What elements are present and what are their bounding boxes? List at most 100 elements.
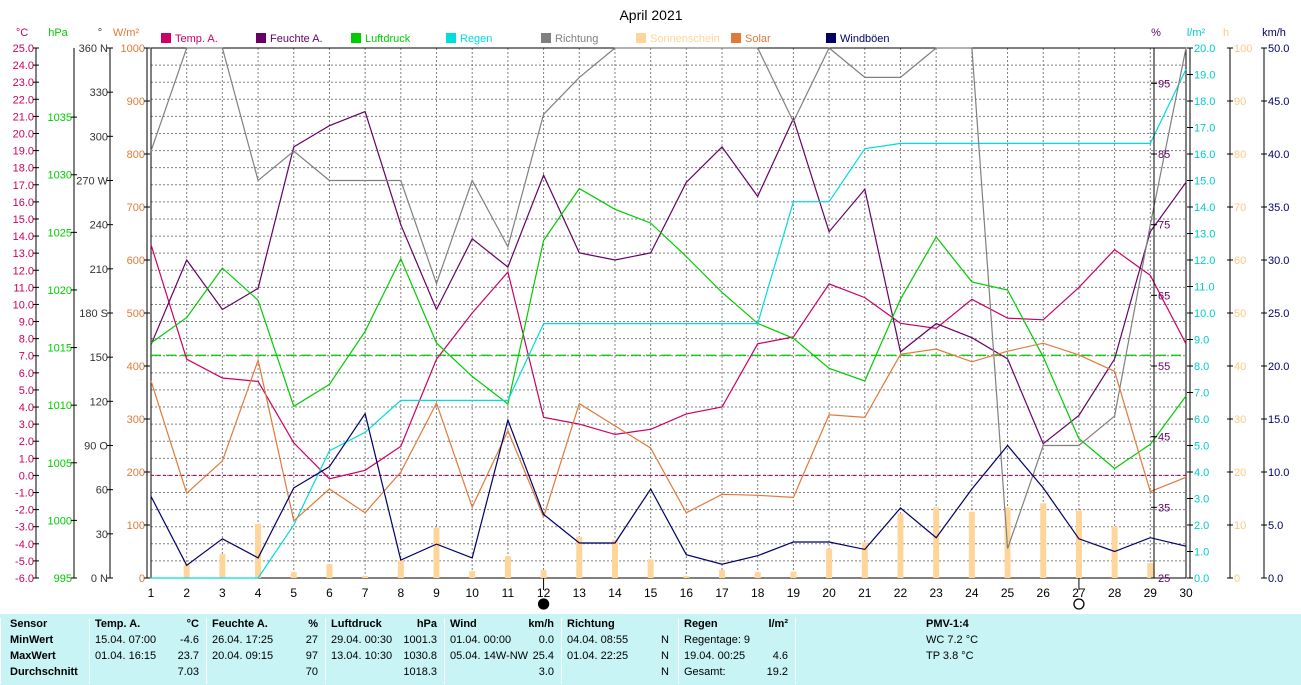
chart-title: April 2021 xyxy=(619,7,682,23)
axis-tick-rain: 15.0 xyxy=(1194,176,1215,188)
header-direction: Richtung xyxy=(567,618,615,630)
press-max-time: 13.04. 10:30 xyxy=(331,650,393,662)
axis-tick-gusts: 20.0 xyxy=(1268,361,1289,373)
axis-tick-sunshine: 10 xyxy=(1234,520,1246,532)
axis-tick-temp: 10.0 xyxy=(13,299,34,311)
header-pressure: Luftdruck xyxy=(331,618,382,630)
axis-unit-pressure: hPa xyxy=(48,27,68,39)
axis-tick-sunshine: 70 xyxy=(1234,202,1246,214)
axis-tick-direction: 330 xyxy=(90,87,108,99)
axis-tick-temp: 0.0 xyxy=(19,470,34,482)
axis-unit-solar: W/m² xyxy=(113,27,140,39)
axis-tick-direction: 210 xyxy=(90,264,108,276)
axis-tick-rain: 4.0 xyxy=(1194,467,1209,479)
sunshine-bar xyxy=(290,572,297,578)
x-tick-label: 1 xyxy=(148,586,155,600)
x-tick-label: 22 xyxy=(894,586,908,600)
legend-swatch xyxy=(826,33,836,43)
pmv-dew-point: TP 3.8 °C xyxy=(926,650,974,662)
legend-swatch xyxy=(541,33,551,43)
new-moon-marker xyxy=(537,598,550,610)
x-tick-label: 18 xyxy=(751,586,765,600)
axis-tick-temp: 25.0 xyxy=(13,43,34,55)
axis-tick-solar: 300 xyxy=(127,414,145,426)
axis-tick-direction: 60 xyxy=(96,485,108,497)
series-line-rain xyxy=(151,68,1187,579)
legend-label: Temp. A. xyxy=(175,33,218,45)
axis-tick-rain: 14.0 xyxy=(1194,202,1215,214)
hum-max-time: 20.04. 09:15 xyxy=(212,650,274,662)
sunshine-bar xyxy=(576,536,583,578)
x-tick-label: 24 xyxy=(965,586,979,600)
wind-min-time: 01.04. 00:00 xyxy=(450,634,512,646)
sunshine-bar xyxy=(611,539,618,578)
temp-min-time: 15.04. 07:00 xyxy=(95,634,157,646)
axis-tick-temp: 4.0 xyxy=(19,402,34,414)
axis-tick-temp: 15.0 xyxy=(13,214,34,226)
axis-tick-temp: 16.0 xyxy=(13,197,34,209)
axis-tick-gusts: 25.0 xyxy=(1268,308,1289,320)
axis-tick-pressure: 1025 xyxy=(48,227,72,239)
axis-tick-temp: -3.0 xyxy=(15,522,34,534)
header-humidity: Feuchte A. xyxy=(212,618,268,630)
axis-tick-sunshine: 60 xyxy=(1234,255,1246,267)
press-avg-value: 1018.3 xyxy=(403,666,437,678)
axis-tick-solar: 200 xyxy=(127,467,145,479)
sunshine-bar xyxy=(255,523,262,578)
axis-tick-temp: -5.0 xyxy=(15,556,34,568)
axis-tick-direction: 120 xyxy=(90,396,108,408)
header-wind: Wind xyxy=(450,618,477,630)
pmv-wind-chill: WC 7.2 °C xyxy=(926,634,979,646)
header-pmv: PMV-1:4 xyxy=(926,618,969,630)
dir-max-time: 01.04. 22:25 xyxy=(567,650,629,662)
axis-tick-solar: 800 xyxy=(127,149,145,161)
axis-tick-temp: -6.0 xyxy=(15,573,34,585)
x-tick-label: 23 xyxy=(929,586,943,600)
legend-swatch xyxy=(446,33,456,43)
axis-tick-temp: 17.0 xyxy=(13,180,34,192)
sunshine-bar xyxy=(183,564,190,578)
axis-tick-gusts: 15.0 xyxy=(1268,414,1289,426)
dir-min-value: N xyxy=(661,634,669,646)
axis-tick-temp: 22.0 xyxy=(13,94,34,106)
sunshine-bar xyxy=(469,571,476,578)
col-temp: Temp. A. °C 15.04. 07:00 -4.6 01.04. 16:15… xyxy=(89,618,205,684)
axis-tick-sunshine: 80 xyxy=(1234,149,1246,161)
axis-tick-rain: 17.0 xyxy=(1194,123,1215,135)
col-pmv: PMV-1:4 WC 7.2 °C TP 3.8 °C xyxy=(795,618,1301,684)
axis-tick-gusts: 10.0 xyxy=(1268,467,1289,479)
axis-tick-gusts: 5.0 xyxy=(1268,520,1283,532)
axis-tick-solar: 900 xyxy=(127,96,145,108)
series-line-solar xyxy=(150,342,1187,522)
sunshine-bars xyxy=(183,503,1154,578)
axis-tick-pressure: 1000 xyxy=(48,515,72,527)
axis-tick-temp: -2.0 xyxy=(15,505,34,517)
axis-tick-direction: 270 W xyxy=(76,176,108,188)
legend-label: Windböen xyxy=(840,33,890,45)
axis-tick-gusts: 35.0 xyxy=(1268,202,1289,214)
axis-tick-sunshine: 100 xyxy=(1234,43,1252,55)
x-tick-label: 10 xyxy=(466,586,480,600)
axis-tick-temp: 6.0 xyxy=(19,368,34,380)
x-tick-label: 4 xyxy=(255,586,262,600)
axis-tick-temp: 19.0 xyxy=(13,146,34,158)
x-tick-label: 21 xyxy=(858,586,872,600)
header-humidity-unit: % xyxy=(308,618,318,630)
stats-table: Sensor MinWert MaxWert Durchschnitt Temp… xyxy=(0,614,1301,685)
sunshine-bar xyxy=(397,560,404,578)
sunshine-bar xyxy=(1040,503,1047,578)
axis-tick-humidity: 35 xyxy=(1158,502,1170,514)
x-tick-label: 25 xyxy=(1001,586,1015,600)
axis-tick-rain: 8.0 xyxy=(1194,361,1209,373)
axis-tick-rain: 20.0 xyxy=(1194,43,1215,55)
x-tick-label: 27 xyxy=(1072,586,1086,600)
axis-tick-temp: 13.0 xyxy=(13,248,34,260)
sunshine-bar xyxy=(1111,526,1118,578)
axis-tick-temp: -1.0 xyxy=(15,488,34,500)
axis-tick-temp: 12.0 xyxy=(13,265,34,277)
axis-tick-sunshine: 90 xyxy=(1234,96,1246,108)
axis-tick-direction: 180 S xyxy=(79,308,108,320)
axis-tick-rain: 11.0 xyxy=(1194,282,1215,294)
rain-total-value: 19.2 xyxy=(766,666,788,678)
sunshine-bar xyxy=(433,527,440,578)
